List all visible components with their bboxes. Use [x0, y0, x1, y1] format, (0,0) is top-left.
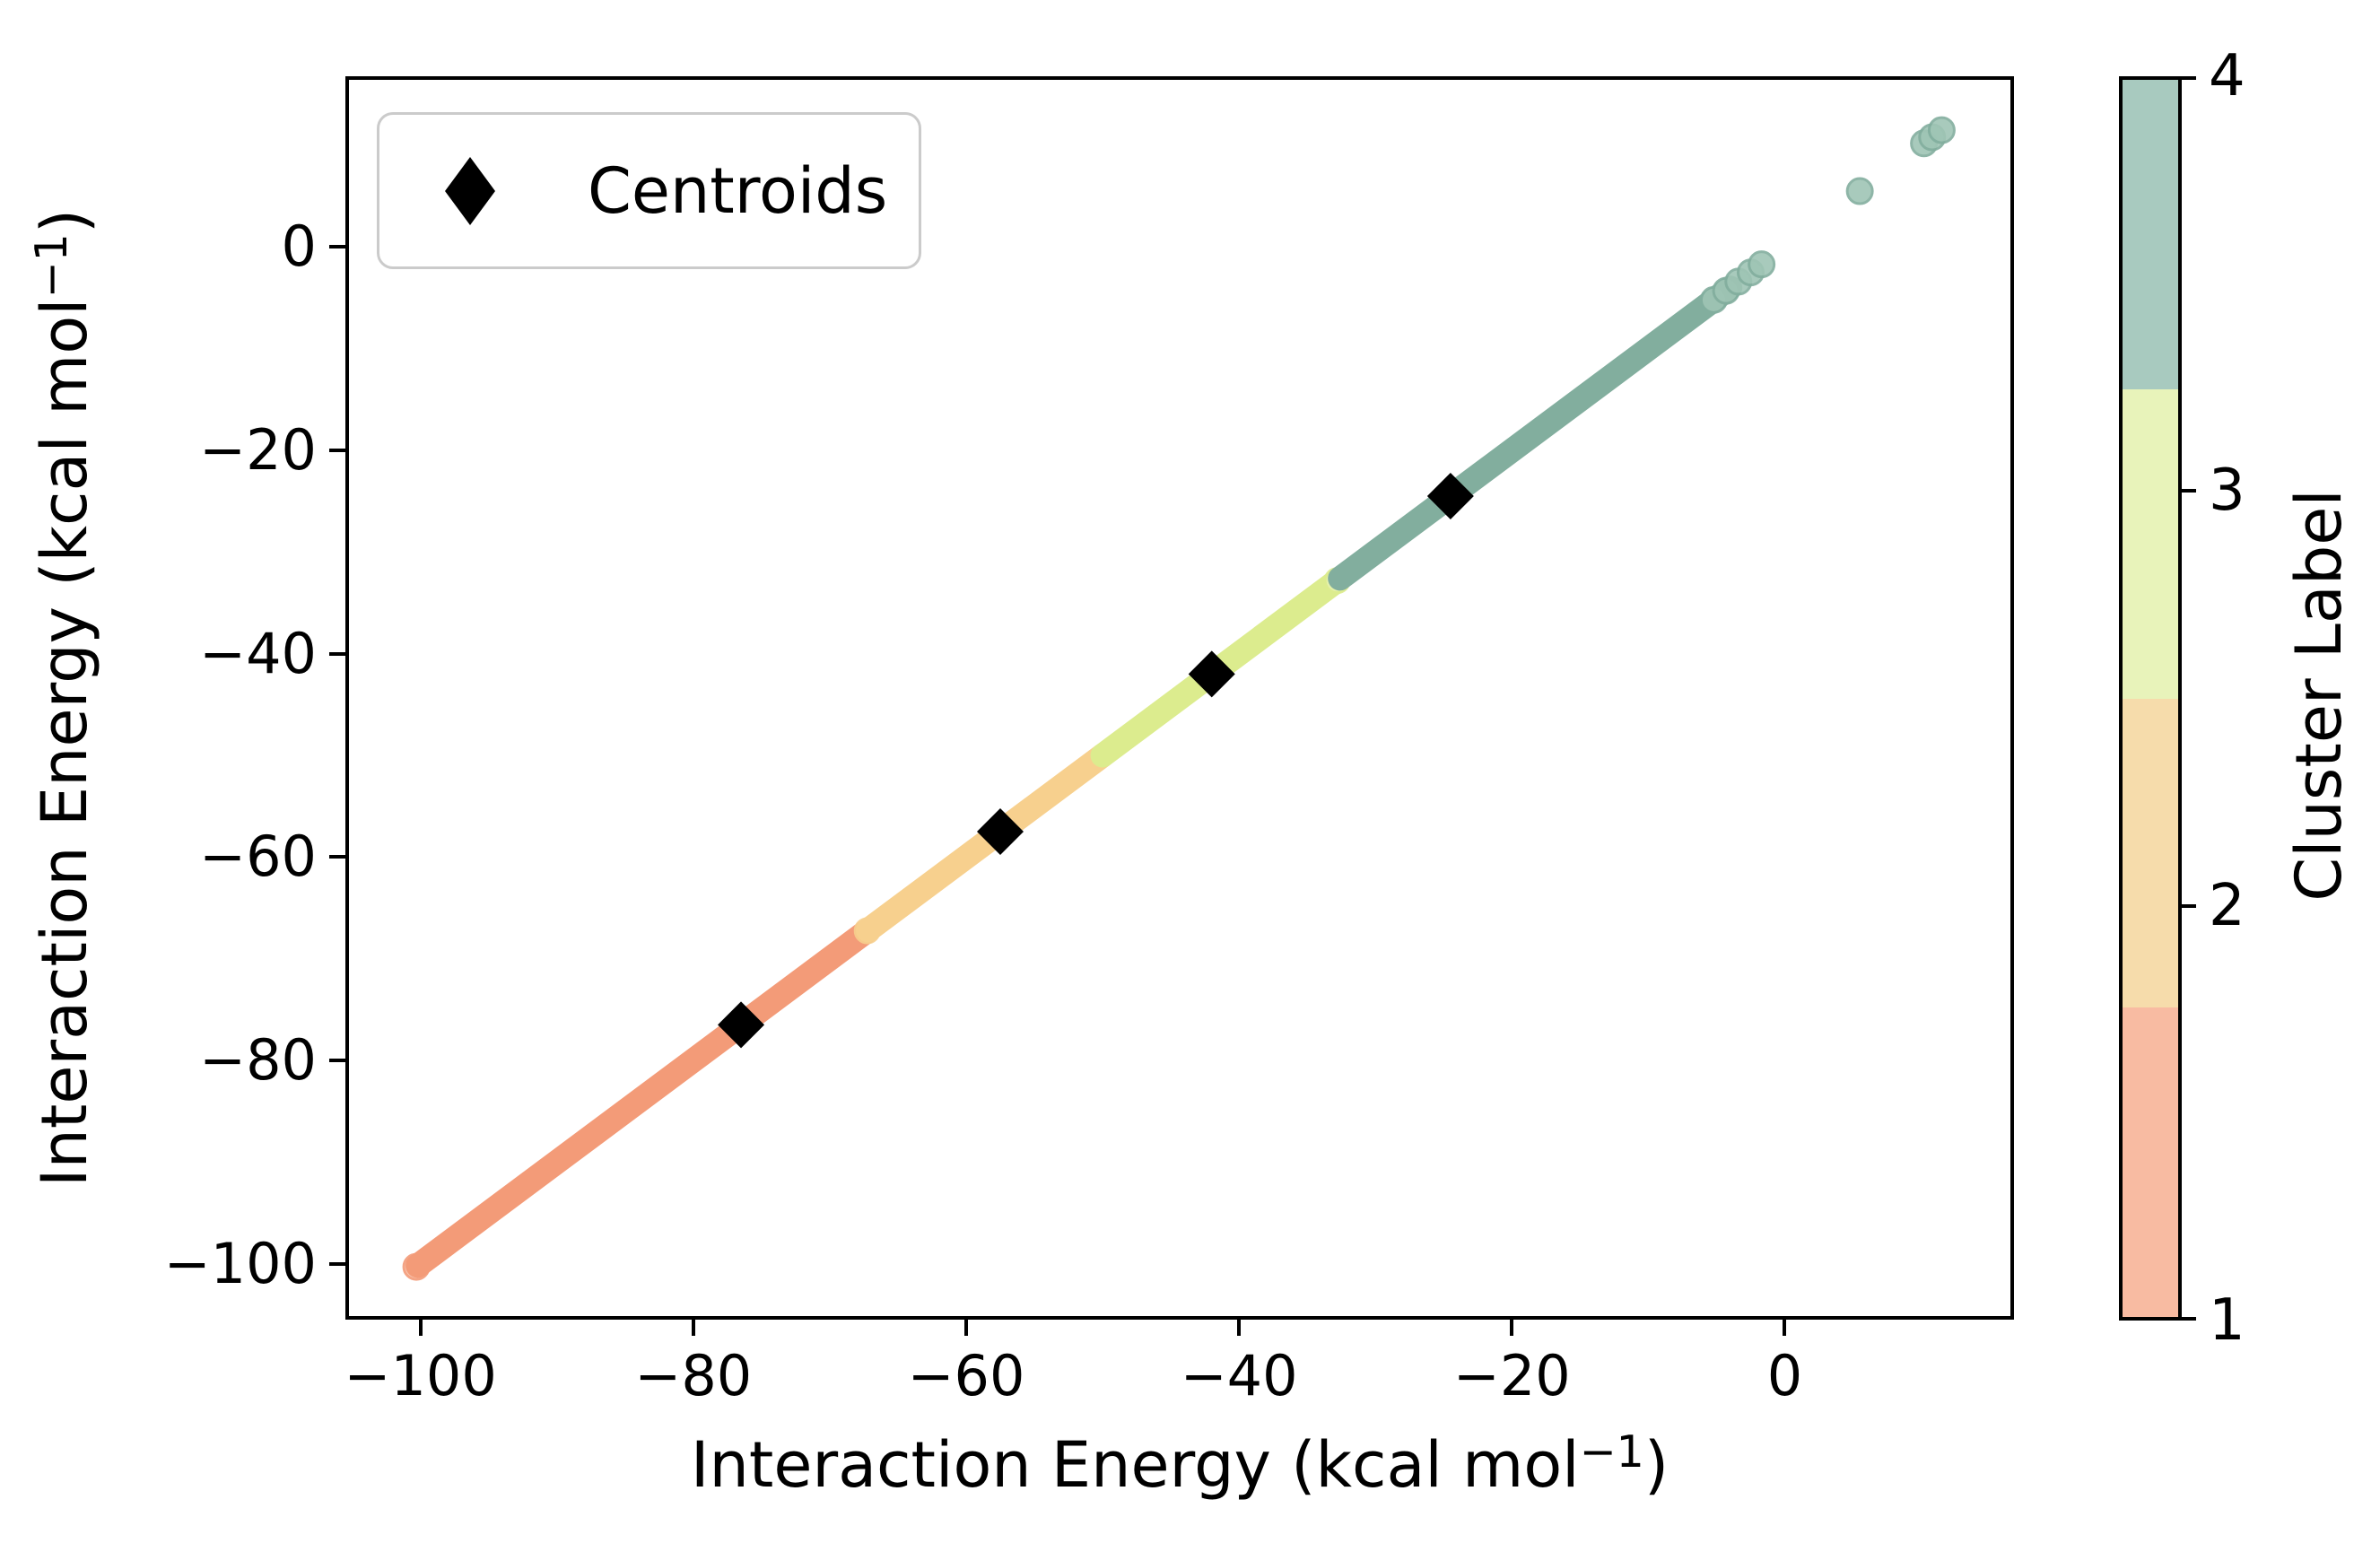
x-tick-mark [1783, 1320, 1787, 1336]
scatter-dense-segment-cluster-2 [855, 743, 1115, 943]
y-axis-label: Interaction Energy (kcal mol−1) [25, 208, 101, 1188]
x-tick-label: −60 [907, 1343, 1025, 1408]
colorbar-segment-cluster-4 [2123, 80, 2178, 389]
colorbar-tick-label: 1 [2209, 1287, 2245, 1354]
y-tick-mark [329, 855, 345, 859]
legend: Centroids [377, 112, 921, 269]
y-tick-mark [329, 1059, 345, 1062]
colorbar-tick-label: 4 [2209, 43, 2245, 109]
centroid-marker [718, 1001, 765, 1049]
x-tick-mark [418, 1320, 423, 1336]
x-tick-label: −40 [1180, 1343, 1298, 1408]
y-tick-mark [329, 449, 345, 453]
colorbar-tick-mark [2182, 489, 2196, 493]
centroid-marker [1426, 473, 1474, 520]
scatter-point-cluster-4 [1927, 116, 1956, 144]
colorbar-tick-label: 2 [2209, 872, 2245, 939]
y-tick-label: −20 [199, 417, 317, 484]
colorbar-segment-cluster-3 [2123, 388, 2178, 699]
colorbar-tick-mark [2182, 76, 2196, 80]
colorbar-tick-label: 3 [2209, 458, 2245, 525]
x-tick-label: −80 [634, 1343, 753, 1408]
x-tick-mark [1237, 1320, 1242, 1336]
centroid-marker [977, 808, 1024, 856]
colorbar-segment-cluster-2 [2123, 698, 2178, 1008]
x-tick-label: 0 [1766, 1343, 1803, 1408]
y-tick-mark [329, 245, 345, 249]
centroid-marker [1188, 650, 1235, 698]
plot-area [345, 76, 2014, 1320]
scatter-dense-segment-cluster-4 [1328, 275, 1743, 591]
colorbar-tick-mark [2182, 903, 2196, 908]
colorbar-label: Cluster Label [2282, 489, 2356, 902]
y-tick-label: 0 [281, 214, 317, 280]
axes-spines [345, 76, 2014, 1320]
colorbar [2119, 76, 2182, 1321]
y-tick-label: −60 [199, 824, 317, 890]
x-tick-mark [691, 1320, 695, 1336]
colorbar-tick-mark [2182, 1317, 2196, 1321]
scatter-point-cluster-4 [1748, 250, 1776, 279]
centroid-diamond-icon [445, 156, 495, 225]
x-axis-label: Interaction Energy (kcal mol−1) [690, 1426, 1669, 1502]
y-tick-label: −100 [163, 1230, 317, 1296]
scatter-dense-segment-cluster-1 [405, 918, 880, 1278]
scatter-chart [345, 76, 2014, 1320]
colorbar-segment-cluster-1 [2123, 1007, 2178, 1317]
y-tick-label: −80 [199, 1027, 317, 1093]
x-axis-label-superscript: −1 [1579, 1426, 1644, 1478]
x-tick-label: −20 [1452, 1343, 1571, 1408]
legend-label: Centroids [588, 153, 888, 228]
x-tick-mark [963, 1320, 968, 1336]
scatter-point-cluster-4 [1845, 177, 1874, 205]
x-tick-label: −100 [344, 1343, 497, 1408]
y-tick-mark [329, 651, 345, 656]
y-axis-label-superscript: −1 [25, 233, 77, 299]
y-tick-label: −40 [199, 620, 317, 686]
y-tick-mark [329, 1261, 345, 1266]
x-tick-mark [1510, 1320, 1514, 1336]
